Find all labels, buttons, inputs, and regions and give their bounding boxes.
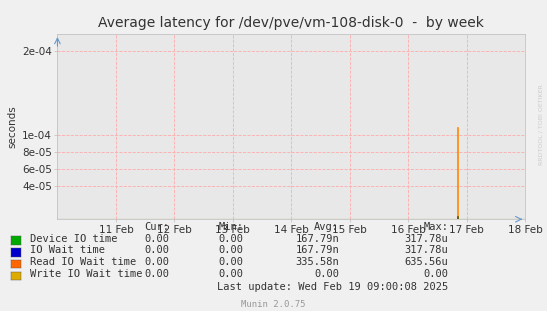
Text: Cur:: Cur: — [144, 222, 170, 232]
Text: IO Wait time: IO Wait time — [30, 245, 105, 255]
Text: 0.00: 0.00 — [218, 234, 243, 244]
Text: Munin 2.0.75: Munin 2.0.75 — [241, 300, 306, 309]
Text: 0.00: 0.00 — [218, 257, 243, 267]
Text: 635.56u: 635.56u — [405, 257, 449, 267]
Text: 317.78u: 317.78u — [405, 245, 449, 255]
Text: 0.00: 0.00 — [314, 269, 339, 279]
Text: Avg:: Avg: — [314, 222, 339, 232]
Text: Read IO Wait time: Read IO Wait time — [30, 257, 136, 267]
Text: 167.79n: 167.79n — [295, 245, 339, 255]
Text: Min:: Min: — [218, 222, 243, 232]
Text: Max:: Max: — [423, 222, 449, 232]
Text: Device IO time: Device IO time — [30, 234, 118, 244]
Text: 0.00: 0.00 — [144, 257, 170, 267]
Text: 0.00: 0.00 — [423, 269, 449, 279]
Text: RRDTOOL / TOBI OETIKER: RRDTOOL / TOBI OETIKER — [538, 84, 543, 165]
Text: 335.58n: 335.58n — [295, 257, 339, 267]
Text: 0.00: 0.00 — [144, 234, 170, 244]
Y-axis label: seconds: seconds — [8, 105, 18, 148]
Text: 0.00: 0.00 — [144, 269, 170, 279]
Text: 167.79n: 167.79n — [295, 234, 339, 244]
Text: 0.00: 0.00 — [218, 245, 243, 255]
Title: Average latency for /dev/pve/vm-108-disk-0  -  by week: Average latency for /dev/pve/vm-108-disk… — [98, 16, 484, 30]
Text: Write IO Wait time: Write IO Wait time — [30, 269, 143, 279]
Text: Last update: Wed Feb 19 09:00:08 2025: Last update: Wed Feb 19 09:00:08 2025 — [217, 282, 449, 292]
Text: 0.00: 0.00 — [218, 269, 243, 279]
Text: 0.00: 0.00 — [144, 245, 170, 255]
Text: 317.78u: 317.78u — [405, 234, 449, 244]
